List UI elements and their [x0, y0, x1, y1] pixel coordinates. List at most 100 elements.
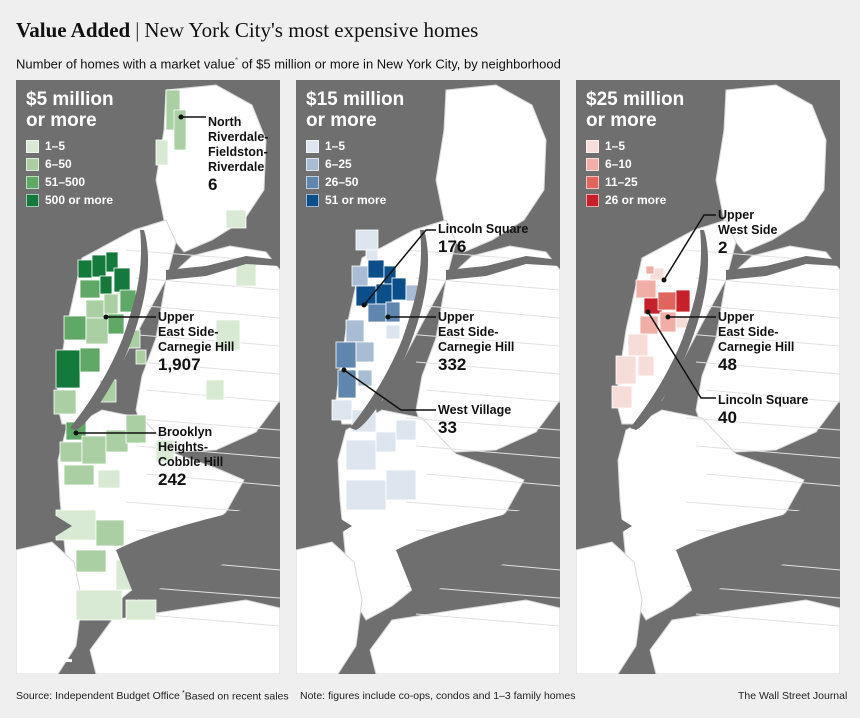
source-note: Source: Independent Budget Office: [16, 690, 180, 702]
borough-shape: [576, 541, 643, 674]
callout-name: East Side-: [438, 325, 499, 339]
callout-name: Heights-: [158, 440, 208, 454]
legend-swatch: [26, 157, 39, 171]
legend-swatch: [306, 139, 319, 153]
neighborhood-callout: Lincoln Square 40: [718, 393, 808, 428]
legend-swatch: [26, 139, 39, 153]
callout-name: Carnegie Hill: [158, 340, 235, 354]
water-body: [116, 500, 280, 600]
legend-swatch: [586, 139, 599, 153]
callout-name: Riverdale-: [208, 130, 269, 144]
neighborhood-fill: [391, 277, 407, 301]
map-panel-1: $5 million or more 1–5 6–50 51–500 500 or mor…: [16, 80, 280, 674]
callout-name: Carnegie Hill: [718, 340, 795, 354]
legend-item: 1–5: [306, 137, 386, 155]
water-body: [296, 516, 352, 540]
homes-note: Note: figures include co-ops, condos and…: [300, 690, 576, 702]
map-panel-3: $25 million or more 1–5 6–10 11–25 26 or more…: [576, 80, 840, 674]
nyc-map: [576, 84, 840, 674]
callout-value: 242: [158, 470, 187, 489]
map-panel-2: $15 million or more 1–5 6–25 26–50 51 or more…: [296, 80, 560, 674]
callout-value: 33: [438, 418, 457, 437]
neighborhood-fill: [85, 317, 109, 345]
legend-label: 51 or more: [325, 193, 387, 207]
callout-value: 2: [718, 238, 728, 257]
legend: 1–5 6–10 11–25 26 or more: [586, 137, 666, 209]
neighborhood-fill: [657, 291, 677, 311]
borough-shape: [435, 84, 547, 253]
panel-title: $5 million or more: [26, 89, 114, 131]
legend-label: 1–5: [45, 139, 66, 153]
callout-name: Upper: [718, 208, 755, 222]
footnote-mark: *: [234, 56, 239, 65]
panel-title-line1: $5 million: [26, 89, 114, 110]
callout-dot: [361, 302, 367, 308]
water-body: [396, 500, 560, 600]
neighborhood-fill: [75, 589, 123, 621]
borough-shape: [369, 599, 560, 674]
headline-sub: New York City's most expensive homes: [144, 18, 479, 42]
neighborhood-border: [695, 445, 840, 459]
borough-shape: [415, 245, 560, 453]
legend-label: 1–5: [605, 139, 626, 153]
water-body: [350, 230, 429, 430]
callout-dot: [103, 314, 109, 320]
neighborhood-border: [425, 305, 560, 319]
callout-leader-line: [663, 214, 716, 281]
neighborhood-fill: [215, 319, 241, 351]
neighborhood-fill: [125, 599, 157, 621]
neighborhood-fill: [113, 267, 131, 293]
neighborhood-fill: [55, 349, 81, 389]
neighborhood-fill: [627, 333, 649, 357]
neighborhood-fill: [173, 109, 187, 151]
neighborhood-border: [125, 333, 280, 347]
legend-item: 11–25: [586, 173, 666, 191]
credit: The Wall Street Journal: [738, 690, 848, 702]
panel-title-line2: or more: [26, 110, 97, 131]
callout-name: Lincoln Square: [718, 393, 809, 407]
callout-name: Upper: [438, 310, 475, 324]
neighborhood-border: [135, 277, 280, 291]
panel-title-line2: or more: [586, 110, 657, 131]
neighborhood-fill: [155, 439, 175, 463]
neighborhood-fill: [355, 229, 379, 251]
neighborhood-border: [145, 305, 280, 319]
neighborhood-fill: [79, 347, 101, 373]
panel-title: $25 million or more: [586, 89, 684, 131]
legend-swatch: [26, 193, 39, 207]
callout-dot: [73, 430, 79, 436]
neighborhood-fill: [385, 324, 401, 340]
legend-swatch: [586, 157, 599, 171]
callout-name: Riverdale: [208, 160, 265, 174]
neighborhood-fill: [63, 315, 87, 341]
neighborhood-border: [695, 277, 840, 291]
callout-dot: [645, 309, 651, 315]
neighborhood-fill: [225, 209, 247, 229]
scale-bar: 2 miles: [26, 645, 72, 662]
legend-item: 26 or more: [586, 191, 666, 209]
water-body: [16, 516, 72, 540]
neighborhood-border: [685, 417, 840, 431]
water-body: [446, 256, 560, 280]
neighborhood-border: [695, 613, 840, 627]
neighborhood-callout: Upper West Side 2: [718, 208, 778, 258]
neighborhood-fill: [357, 369, 373, 387]
panel-title-line1: $15 million: [306, 89, 405, 110]
borough-shape: [695, 245, 840, 453]
borough-shape: [715, 84, 827, 253]
neighborhood-fill: [355, 341, 375, 363]
panel-title-line2: or more: [306, 110, 377, 131]
water-body: [576, 516, 632, 540]
callout-dot: [385, 314, 391, 320]
neighborhood-border: [685, 333, 840, 347]
neighborhood-fill: [125, 414, 147, 444]
callout-name: Cobble Hill: [158, 455, 224, 469]
neighborhood-border: [145, 473, 280, 487]
neighborhood-fill: [97, 469, 121, 489]
callout-name: Fieldston-: [208, 145, 268, 159]
legend-swatch: [306, 193, 319, 207]
neighborhood-border: [705, 389, 840, 403]
neighborhood-fill: [345, 479, 387, 511]
neighborhood-border: [415, 613, 560, 627]
neighborhood-fill: [611, 385, 633, 409]
